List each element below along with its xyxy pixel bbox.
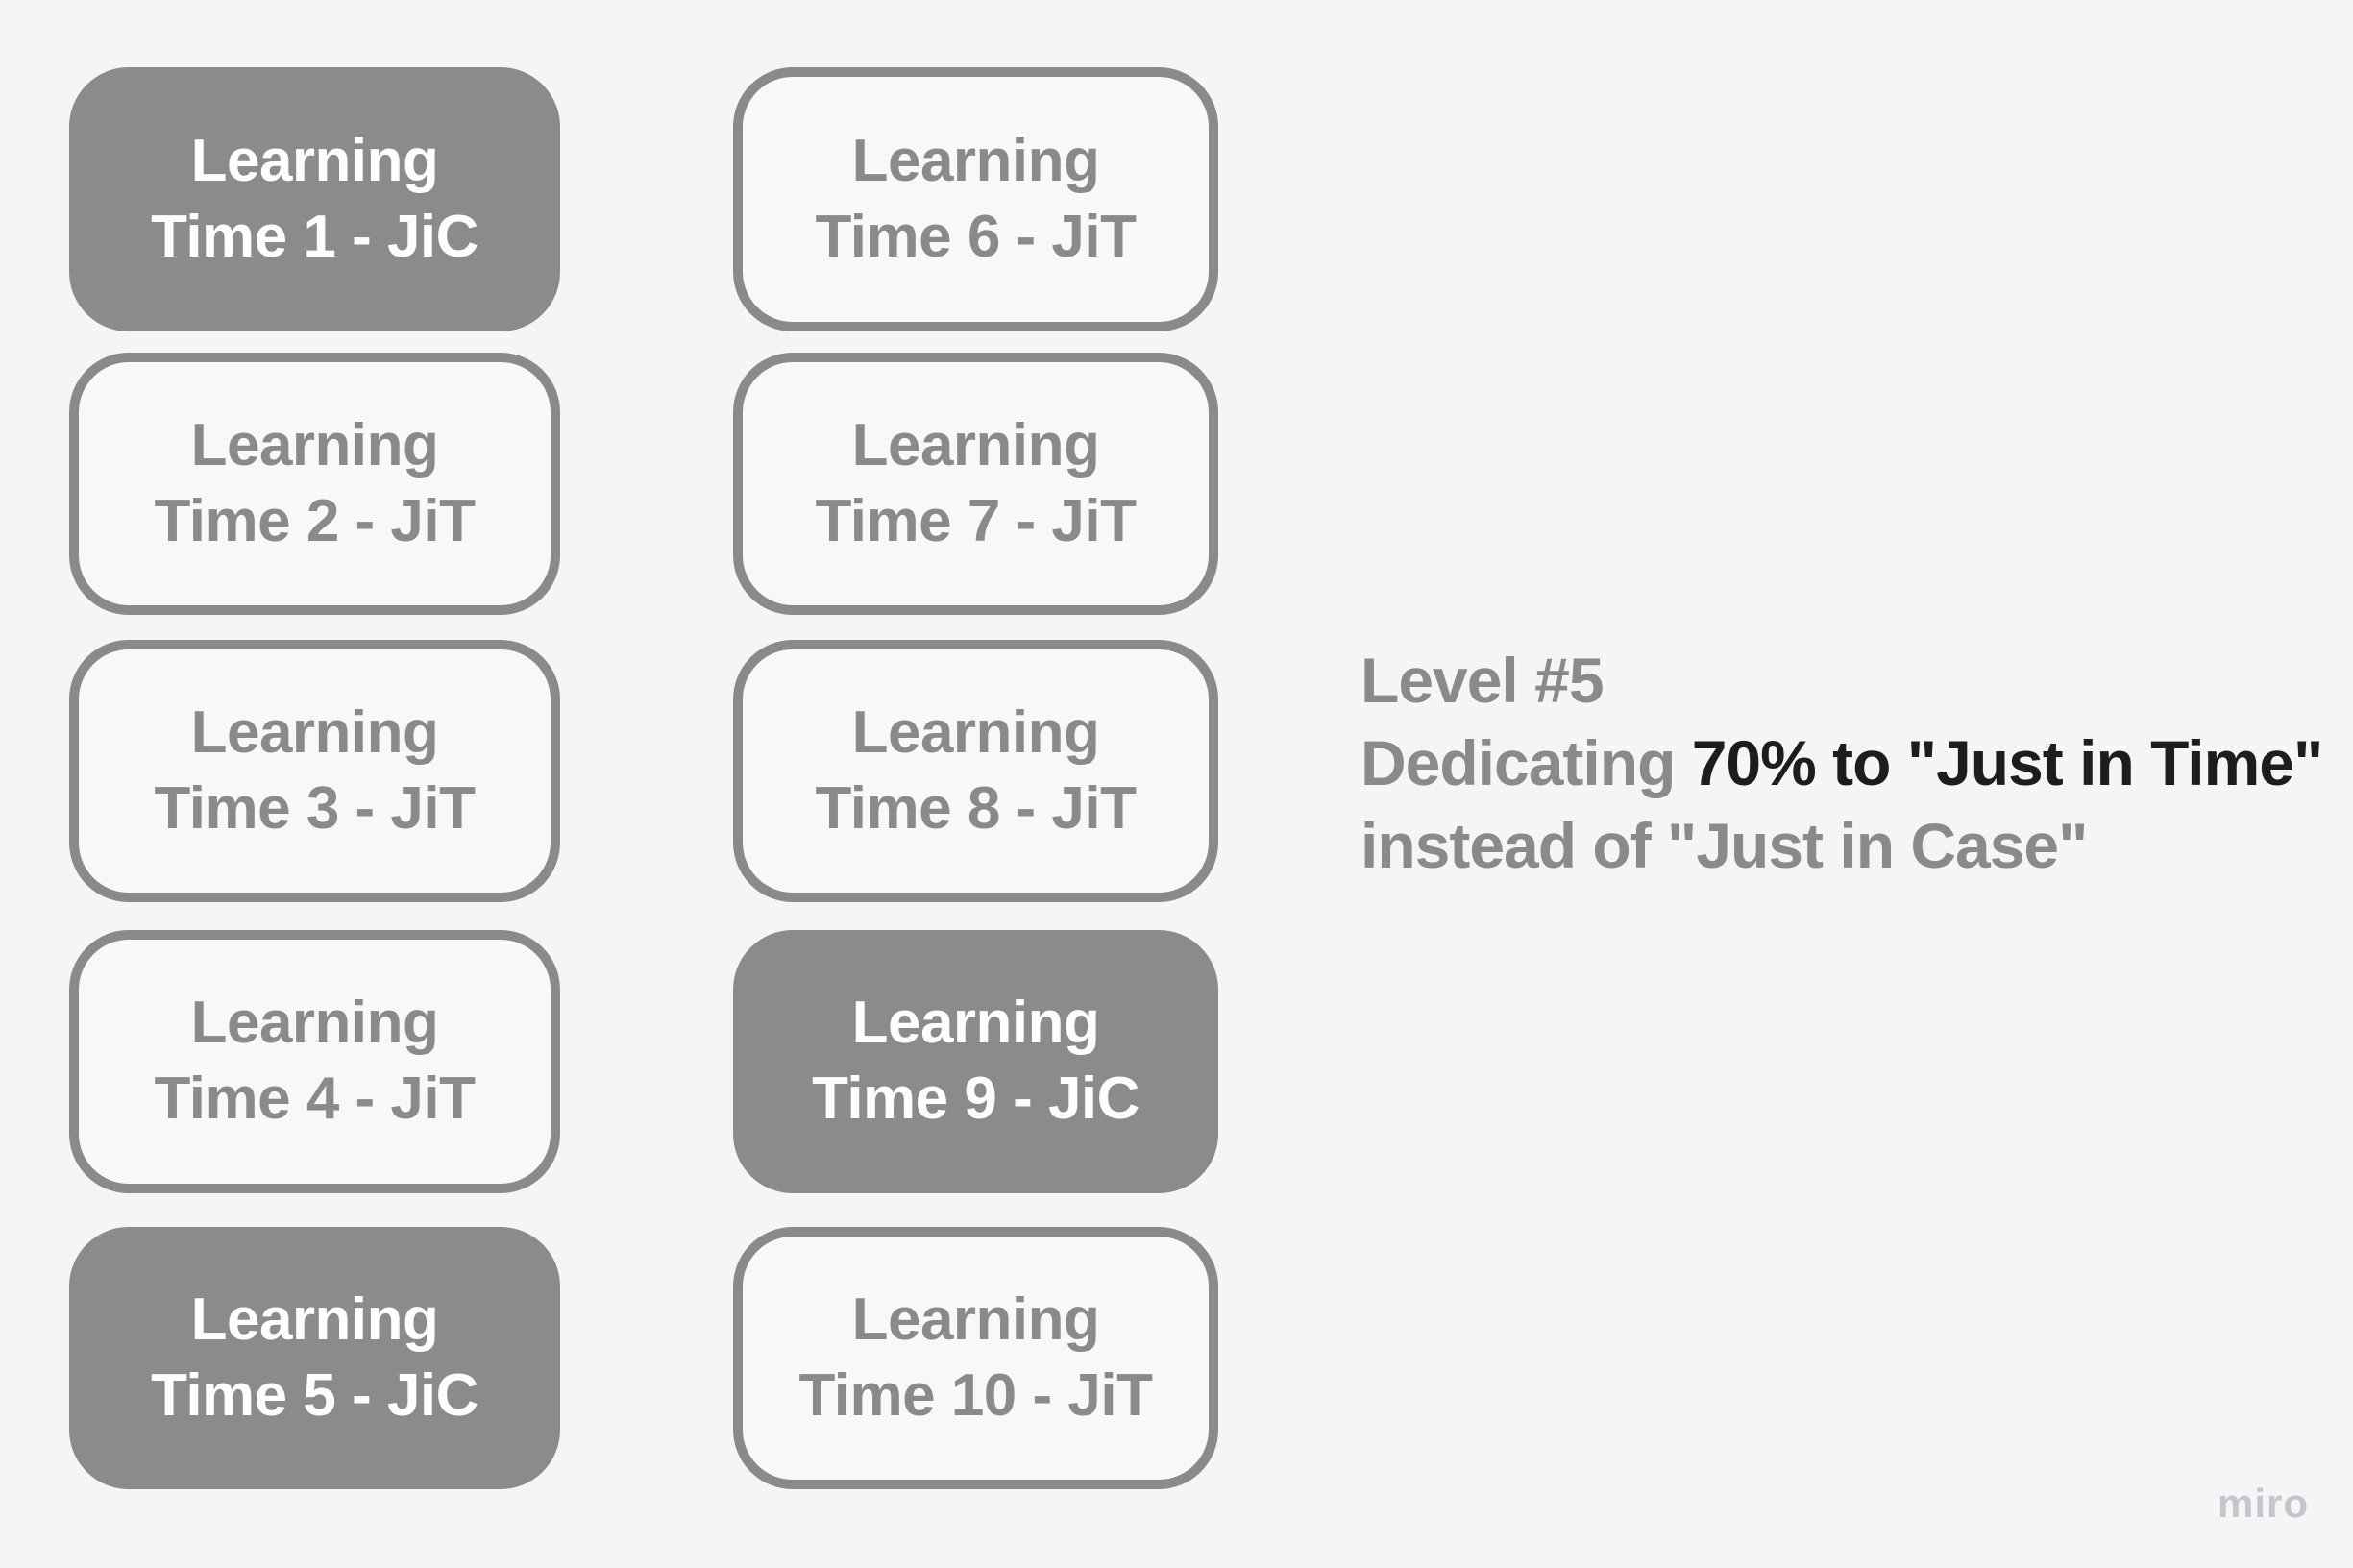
box-label-line2: Time 6 - JiT (815, 203, 1137, 270)
box-learning-time-7[interactable]: Learning Time 7 - JiT (733, 353, 1218, 615)
box-label-line1: Learning (190, 411, 439, 478)
box-learning-time-6[interactable]: Learning Time 6 - JiT (733, 67, 1218, 331)
box-label-line2: Time 1 - JiC (151, 203, 478, 270)
box-label-line2: Time 2 - JiT (154, 487, 476, 554)
level-annotation[interactable]: Level #5 Dedicating 70% to "Just in Time… (1360, 640, 2324, 888)
annotation-instead-label: instead of "Just in Case" (1360, 809, 2088, 881)
box-label-line2: Time 10 - JiT (798, 1361, 1153, 1429)
box-label-line2: Time 8 - JiT (815, 774, 1137, 842)
annotation-dedicating-gray: Dedicating (1360, 726, 1692, 798)
miro-logo: miro (2218, 1481, 2310, 1526)
box-label-line2: Time 5 - JiC (151, 1361, 478, 1429)
box-label-line2: Time 4 - JiT (154, 1066, 476, 1132)
box-label-line1: Learning (851, 127, 1100, 194)
box-label-line1: Learning (851, 698, 1100, 766)
box-label-line2: Time 7 - JiT (815, 487, 1137, 554)
box-learning-time-9[interactable]: Learning Time 9 - JiC (733, 930, 1218, 1193)
annotation-line-instead: instead of "Just in Case" (1360, 805, 2322, 888)
box-label-line1: Learning (851, 1286, 1100, 1353)
box-learning-time-10[interactable]: Learning Time 10 - JiT (733, 1227, 1218, 1489)
box-learning-time-4[interactable]: Learning Time 4 - JiT (69, 930, 560, 1193)
box-learning-time-3[interactable]: Learning Time 3 - JiT (69, 640, 560, 902)
box-label-line1: Learning (190, 1286, 439, 1353)
box-label-line1: Learning (851, 411, 1100, 478)
box-label-line1: Learning (190, 698, 439, 766)
annotation-line-dedicating: Dedicating 70% to "Just in Time" (1360, 723, 2324, 805)
annotation-line-level: Level #5 (1360, 640, 2322, 723)
box-label-line1: Learning (851, 990, 1100, 1057)
annotation-level-label: Level #5 (1360, 645, 1605, 716)
annotation-dedicating-dark: 70% to "Just in Time" (1691, 726, 2324, 798)
box-learning-time-1[interactable]: Learning Time 1 - JiC (69, 67, 560, 331)
box-label-line2: Time 3 - JiT (154, 774, 476, 842)
box-learning-time-5[interactable]: Learning Time 5 - JiC (69, 1227, 560, 1489)
box-label-line1: Learning (190, 127, 439, 194)
box-label-line1: Learning (190, 990, 439, 1057)
box-label-line2: Time 9 - JiC (812, 1066, 1140, 1132)
box-learning-time-2[interactable]: Learning Time 2 - JiT (69, 353, 560, 615)
box-learning-time-8[interactable]: Learning Time 8 - JiT (733, 640, 1218, 902)
